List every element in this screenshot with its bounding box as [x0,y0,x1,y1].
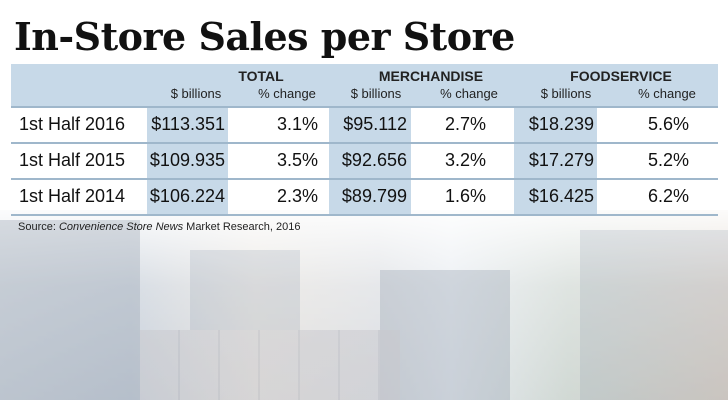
shelf-center [190,250,300,330]
source-publication: Convenience Store News [58,221,184,233]
row-rule [11,178,718,180]
cell-total-billions: $106.224 [149,186,225,206]
store-photo-background [0,210,728,400]
cell-foodservice-billions: $17.279 [528,150,594,170]
subheader-total-change: % change [258,86,316,101]
row-label: 1st Half 2015 [19,150,126,170]
shelf-left [0,220,140,400]
header-foodservice: FOODSERVICE [570,68,672,84]
cell-foodservice-change: 5.2% [647,150,689,170]
source-note: Source: Convenience Store News Market Re… [18,221,300,233]
sales-table: TOTAL MERCHANDISE FOODSERVICE $ billions… [11,64,718,216]
highlight-column-merchandise [329,106,411,214]
display-cooler [380,270,510,400]
cell-merchandise-billions: $92.656 [341,150,407,170]
source-suffix: Market Research, 2016 [183,221,301,233]
cell-total-billions: $109.935 [149,150,225,170]
row-rule [11,142,718,144]
source-prefix: Source: [18,221,59,233]
cell-total-billions: $113.351 [151,114,225,134]
highlight-column-foodservice [514,106,597,214]
row-rule [11,106,718,108]
cell-merchandise-change: 3.2% [444,150,486,170]
cell-merchandise-billions: $95.112 [343,114,407,134]
cell-merchandise-billions: $89.799 [341,186,407,206]
subheader-foodservice-billions: $ billions [540,86,592,101]
subheader-merchandise-billions: $ billions [350,86,402,101]
cell-merchandise-change: 1.6% [444,186,486,206]
header-total: TOTAL [238,68,284,84]
subheader-merchandise-change: % change [440,86,498,101]
floor [140,330,400,400]
row-label: 1st Half 2014 [19,186,126,206]
cell-foodservice-change: 5.6% [647,114,689,134]
cell-foodservice-billions: $18.239 [528,114,594,134]
cell-foodservice-billions: $16.425 [528,186,594,206]
header-merchandise: MERCHANDISE [378,68,484,84]
cell-merchandise-change: 2.7% [444,114,486,134]
shelf-right [580,230,728,400]
cell-total-change: 2.3% [276,186,318,206]
cell-total-change: 3.1% [276,114,318,134]
table-header [11,64,718,106]
page-title: In-Store Sales per Store [14,14,515,59]
subheader-total-billions: $ billions [170,86,222,101]
cell-foodservice-change: 6.2% [647,186,689,206]
row-label: 1st Half 2016 [19,114,126,134]
row-rule [11,214,718,216]
cell-total-change: 3.5% [276,150,318,170]
subheader-foodservice-change: % change [638,86,696,101]
highlight-column-total [147,106,228,214]
